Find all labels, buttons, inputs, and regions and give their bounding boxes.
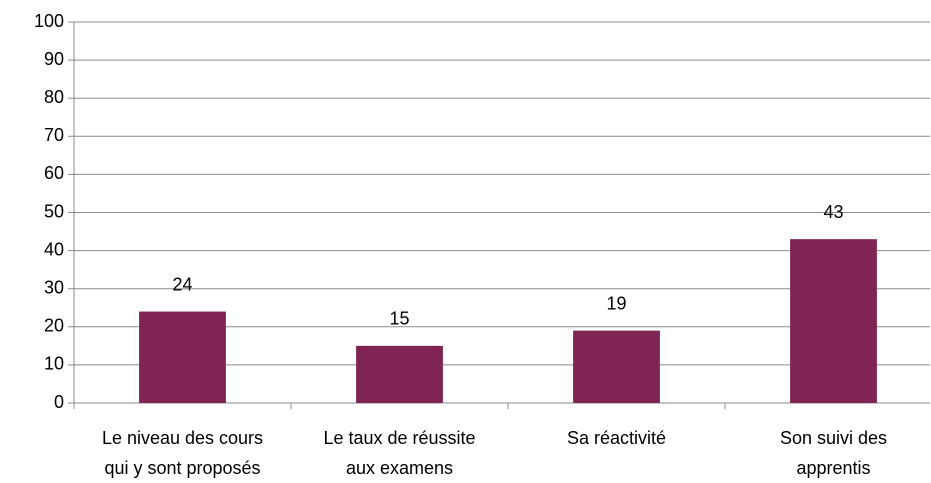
x-tick-label-line: Sa réactivité	[567, 428, 666, 448]
bar	[573, 330, 660, 403]
data-label: 15	[389, 309, 409, 329]
x-tick-label-line: apprentis	[796, 458, 870, 478]
x-tick-label-line: Le niveau des cours	[102, 428, 263, 448]
x-tick-label-line: Le taux de réussite	[323, 428, 475, 448]
y-tick-label: 10	[44, 354, 64, 374]
y-tick-label: 70	[44, 125, 64, 145]
data-label: 19	[606, 293, 626, 313]
x-tick-label: Le taux de réussite aux examens	[323, 428, 475, 478]
y-tick-label: 50	[44, 201, 64, 221]
bar	[356, 345, 443, 403]
x-tick-label: Le niveau des cours qui y sont proposés	[102, 428, 263, 478]
y-tick-label: 0	[54, 392, 64, 412]
bar	[790, 239, 877, 403]
y-tick-label: 40	[44, 239, 64, 259]
y-tick-label: 60	[44, 163, 64, 183]
y-tick-label: 30	[44, 277, 64, 297]
x-tick-label: Son suivi des apprentis	[780, 428, 887, 478]
y-tick-label: 80	[44, 87, 64, 107]
bar	[139, 311, 226, 403]
data-label: 24	[172, 274, 192, 294]
y-tick-label: 20	[44, 316, 64, 336]
y-tick-label: 100	[34, 11, 64, 31]
data-label: 43	[823, 202, 843, 222]
x-tick-label: Sa réactivité	[567, 428, 666, 448]
x-tick-label-line: Son suivi des	[780, 428, 887, 448]
x-tick-label-line: aux examens	[346, 458, 453, 478]
x-tick-label-line: qui y sont proposés	[104, 458, 260, 478]
y-tick-label: 90	[44, 49, 64, 69]
